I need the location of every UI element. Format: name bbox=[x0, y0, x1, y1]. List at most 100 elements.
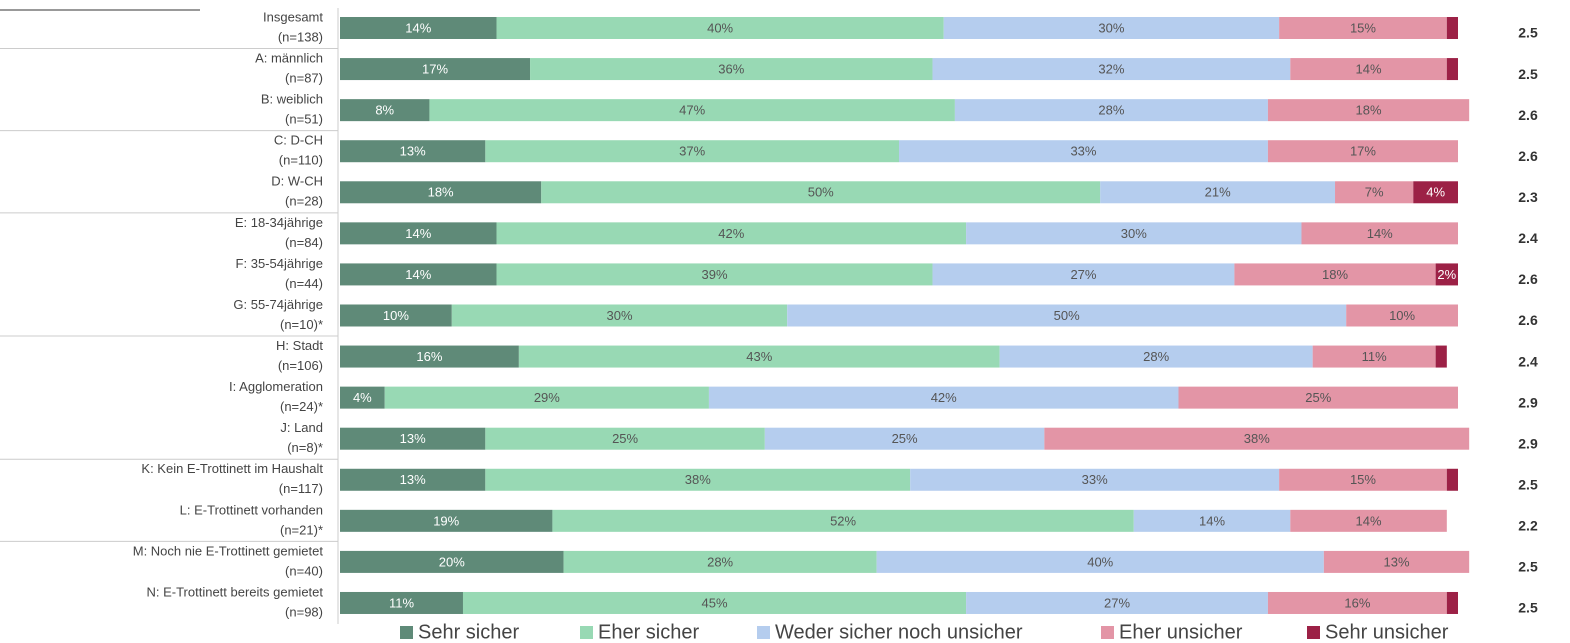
bar-segment bbox=[954, 99, 1268, 122]
value-label: 30% bbox=[606, 308, 632, 323]
category-label: (n=40) bbox=[285, 563, 323, 578]
category-label: K: Kein E-Trottinett im Haushalt bbox=[141, 461, 323, 476]
bar-segment bbox=[541, 181, 1101, 204]
bar-segment bbox=[340, 386, 385, 409]
bar-segment bbox=[429, 99, 955, 122]
value-label: 43% bbox=[746, 349, 772, 364]
bar-segment bbox=[340, 222, 497, 245]
value-label: 13% bbox=[400, 144, 426, 159]
mean-value: 2.9 bbox=[1518, 435, 1538, 451]
bar-segment bbox=[340, 263, 497, 286]
value-label: 14% bbox=[405, 267, 431, 282]
value-label: 19% bbox=[433, 513, 459, 528]
bar-segment bbox=[340, 17, 497, 39]
value-label: 38% bbox=[1244, 431, 1270, 446]
legend-label: Eher unsicher bbox=[1119, 621, 1243, 643]
mean-value: 2.5 bbox=[1518, 66, 1538, 82]
bar-segment bbox=[485, 468, 911, 491]
mean-value: 2.3 bbox=[1518, 189, 1538, 205]
bar-segment bbox=[1267, 591, 1447, 614]
bar-segment bbox=[1413, 181, 1458, 204]
value-label: 15% bbox=[1350, 472, 1376, 487]
legend-swatch bbox=[757, 626, 770, 639]
bar-segment bbox=[1290, 509, 1447, 532]
value-label: 11% bbox=[389, 595, 414, 610]
bar-segment bbox=[1234, 263, 1436, 286]
bar-segment bbox=[485, 427, 765, 450]
value-label: 13% bbox=[400, 431, 426, 446]
bar-segment bbox=[966, 222, 1302, 245]
value-label: 30% bbox=[1098, 20, 1124, 35]
bar-segment bbox=[1100, 181, 1336, 204]
value-label: 52% bbox=[830, 513, 856, 528]
value-label: 16% bbox=[1344, 595, 1370, 610]
value-label: 10% bbox=[1389, 308, 1415, 323]
mean-value: 2.4 bbox=[1518, 230, 1538, 246]
value-label: 45% bbox=[702, 595, 728, 610]
value-label: 13% bbox=[1383, 554, 1409, 569]
value-label: 4% bbox=[1426, 185, 1445, 200]
category-label: J: Land bbox=[280, 420, 323, 435]
bar-segment bbox=[340, 304, 452, 327]
category-label: (n=10)* bbox=[280, 317, 323, 332]
value-label: 20% bbox=[439, 554, 465, 569]
mean-value: 2.6 bbox=[1518, 312, 1538, 328]
legend-swatch bbox=[1101, 626, 1114, 639]
category-label: H: Stadt bbox=[276, 338, 323, 353]
bar-segment bbox=[340, 468, 486, 491]
value-label: 27% bbox=[1070, 267, 1096, 282]
category-label: E: 18-34jährige bbox=[235, 215, 323, 230]
value-label: 25% bbox=[1305, 390, 1331, 405]
category-label: A: männlich bbox=[255, 51, 323, 66]
category-label: (n=44) bbox=[285, 276, 323, 291]
mean-value: 2.5 bbox=[1518, 600, 1538, 616]
category-label: (n=117) bbox=[279, 481, 323, 496]
legend-swatch bbox=[1307, 626, 1320, 639]
bar-segment bbox=[932, 58, 1291, 81]
bar-segment bbox=[496, 222, 967, 245]
legend-swatch bbox=[400, 626, 413, 639]
value-label: 14% bbox=[1367, 226, 1393, 241]
value-label: 33% bbox=[1082, 472, 1108, 487]
bar-segment bbox=[340, 181, 542, 204]
bar-segment bbox=[552, 509, 1134, 532]
category-label: N: E-Trottinett bereits gemietet bbox=[146, 584, 323, 599]
bar-segment bbox=[530, 58, 933, 81]
value-label: 8% bbox=[375, 103, 394, 118]
category-label: Insgesamt bbox=[263, 9, 323, 24]
category-label: I: Agglomeration bbox=[229, 379, 323, 394]
mean-value: 2.5 bbox=[1518, 476, 1538, 492]
bar-segment bbox=[340, 345, 519, 368]
value-label: 17% bbox=[1350, 144, 1376, 159]
bar-segment bbox=[340, 140, 486, 163]
bar-segment bbox=[943, 17, 1280, 39]
value-label: 13% bbox=[400, 472, 426, 487]
bar-segment bbox=[1446, 17, 1458, 39]
bar-segment bbox=[966, 591, 1268, 614]
bar-segment bbox=[384, 386, 709, 409]
bar-segment bbox=[1279, 17, 1447, 39]
value-label: 42% bbox=[931, 390, 957, 405]
value-label: 42% bbox=[718, 226, 744, 241]
value-label: 14% bbox=[1356, 513, 1382, 528]
bar-segment bbox=[563, 550, 877, 573]
value-label: 40% bbox=[1087, 554, 1113, 569]
category-label: (n=8)* bbox=[287, 440, 323, 455]
value-label: 18% bbox=[1322, 267, 1348, 282]
value-label: 28% bbox=[707, 554, 733, 569]
mean-value: 2.6 bbox=[1518, 148, 1538, 164]
bar-segment bbox=[1446, 58, 1458, 81]
category-label: (n=51) bbox=[285, 112, 323, 127]
bar-segment bbox=[1279, 468, 1447, 491]
category-label: (n=21)* bbox=[280, 522, 323, 537]
value-label: 14% bbox=[405, 226, 431, 241]
value-label: 33% bbox=[1070, 144, 1096, 159]
bar-segment bbox=[451, 304, 788, 327]
value-label: 15% bbox=[1350, 20, 1376, 35]
value-label: 10% bbox=[383, 308, 409, 323]
value-label: 30% bbox=[1121, 226, 1147, 241]
bar-segment bbox=[1335, 181, 1414, 204]
bar-segment bbox=[518, 345, 1000, 368]
bar-segment bbox=[876, 550, 1324, 573]
